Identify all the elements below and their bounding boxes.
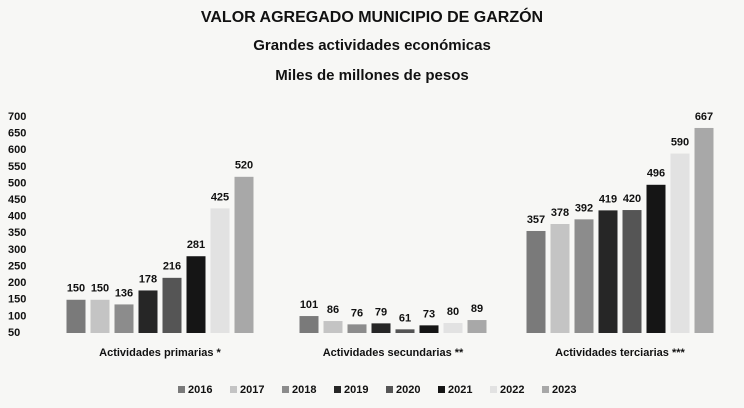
data-label: 80 <box>447 306 459 318</box>
bar <box>468 320 487 333</box>
bar <box>372 323 391 333</box>
bar <box>444 323 463 333</box>
data-label: 76 <box>351 307 363 319</box>
chart-subtitle: Grandes actividades económicas <box>253 37 491 54</box>
chart-units: Miles de millones de pesos <box>275 67 468 84</box>
y-tick-label: 650 <box>8 128 26 140</box>
data-label: 420 <box>623 193 641 205</box>
legend-label: 2018 <box>292 384 316 396</box>
data-label: 150 <box>91 283 109 295</box>
bar <box>348 324 367 333</box>
chart: VALOR AGREGADO MUNICIPIO DE GARZÓN Grand… <box>0 0 744 408</box>
data-label: 73 <box>423 308 435 320</box>
data-label: 101 <box>300 299 318 311</box>
bar <box>575 219 594 333</box>
y-tick-label: 250 <box>8 260 26 272</box>
data-label: 392 <box>575 202 593 214</box>
legend-label: 2022 <box>500 384 524 396</box>
bar <box>396 329 415 333</box>
bar <box>67 300 86 333</box>
data-label: 89 <box>471 303 483 315</box>
y-tick-label: 450 <box>8 194 26 206</box>
y-tick-label: 350 <box>8 227 26 239</box>
bar <box>300 316 319 333</box>
legend-swatch <box>230 386 237 393</box>
y-tick-label: 150 <box>8 294 26 306</box>
data-label: 178 <box>139 273 157 285</box>
data-label: 378 <box>551 207 569 219</box>
bar <box>647 185 666 333</box>
data-label: 61 <box>399 312 411 324</box>
legend-label: 2023 <box>552 384 576 396</box>
bar <box>551 224 570 333</box>
chart-title: VALOR AGREGADO MUNICIPIO DE GARZÓN <box>201 7 543 26</box>
legend-label: 2021 <box>448 384 472 396</box>
legend-swatch <box>542 386 549 393</box>
y-tick-label: 600 <box>8 144 26 156</box>
data-label: 79 <box>375 306 387 318</box>
bar <box>115 304 134 333</box>
x-tick-label: Actividades terciarias *** <box>555 347 685 359</box>
data-label: 216 <box>163 261 181 273</box>
legend-swatch <box>282 386 289 393</box>
y-tick-label: 500 <box>8 177 26 189</box>
legend-label: 2020 <box>396 384 420 396</box>
bar <box>420 325 439 333</box>
bar <box>623 210 642 333</box>
data-label: 150 <box>67 283 85 295</box>
bar <box>599 210 618 333</box>
bar <box>235 177 254 333</box>
bar <box>139 290 158 333</box>
data-label: 419 <box>599 193 617 205</box>
bar <box>163 278 182 333</box>
bar <box>695 128 714 333</box>
data-label: 425 <box>211 191 229 203</box>
legend-swatch <box>386 386 393 393</box>
data-label: 590 <box>671 136 689 148</box>
data-label: 667 <box>695 111 713 123</box>
legend-label: 2019 <box>344 384 368 396</box>
y-tick-label: 400 <box>8 211 26 223</box>
legend-swatch <box>178 386 185 393</box>
x-tick-label: Actividades secundarias ** <box>323 347 464 359</box>
data-label: 281 <box>187 239 205 251</box>
bar <box>211 208 230 333</box>
bar <box>324 321 343 333</box>
x-tick-label: Actividades primarias * <box>99 347 221 359</box>
data-label: 520 <box>235 160 253 172</box>
y-tick-label: 300 <box>8 244 26 256</box>
y-tick-label: 50 <box>8 327 20 339</box>
bar <box>671 154 690 333</box>
y-tick-label: 200 <box>8 277 26 289</box>
bar <box>91 300 110 333</box>
data-label: 357 <box>527 214 545 226</box>
y-tick-label: 700 <box>8 111 26 123</box>
legend-swatch <box>334 386 341 393</box>
data-label: 86 <box>327 304 339 316</box>
data-label: 136 <box>115 287 133 299</box>
legend-swatch <box>490 386 497 393</box>
legend-swatch <box>438 386 445 393</box>
y-tick-label: 100 <box>8 310 26 322</box>
y-tick-label: 550 <box>8 161 26 173</box>
legend-label: 2016 <box>188 384 212 396</box>
bar <box>527 231 546 333</box>
bar <box>187 256 206 333</box>
data-label: 496 <box>647 168 665 180</box>
legend-label: 2017 <box>240 384 264 396</box>
